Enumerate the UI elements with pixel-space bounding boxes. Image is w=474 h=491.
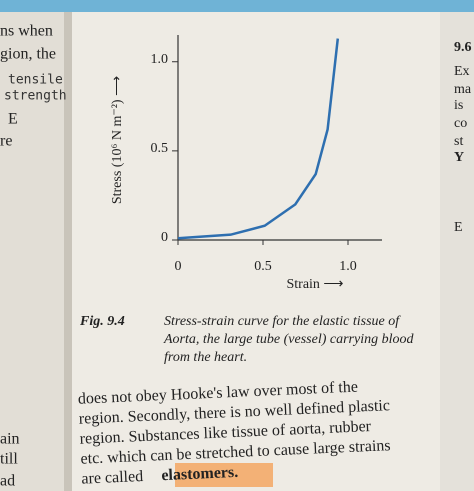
caption-line: Stress-strain curve for the elastic tiss… (164, 314, 401, 329)
x-tick-label: 0.5 (254, 259, 272, 274)
right-page (440, 0, 474, 491)
left-margin-text: re (0, 133, 12, 150)
left-margin-text: tensile (8, 73, 63, 88)
x-tick-label: 0 (175, 259, 182, 274)
left-margin-text: strength (4, 89, 67, 104)
fig-label: Fig. 9.4 (79, 314, 125, 329)
right-margin-text: ma (454, 82, 472, 97)
top-band (0, 0, 474, 12)
right-margin-text: 9.6 (454, 40, 472, 55)
right-margin-text: E (454, 220, 463, 235)
left-margin-text: ain (0, 431, 20, 448)
curve (177, 38, 340, 240)
caption-line: Aorta, the large tube (vessel) carrying … (163, 332, 414, 347)
right-margin-text: Y (454, 150, 464, 165)
highlighter (175, 463, 273, 487)
y-tick-label: 0 (161, 230, 168, 245)
caption-line: from the heart. (164, 350, 247, 365)
y-axis-label: Stress (10⁶ N m⁻²) ⟶ (110, 76, 125, 204)
left-margin-text: till (0, 451, 18, 468)
x-tick-label: 1.0 (339, 259, 357, 274)
left-page (0, 0, 68, 491)
right-margin-text: co (454, 116, 467, 131)
x-axis-label: Strain ⟶ (286, 277, 343, 292)
left-margin-text: gion, the (0, 46, 56, 63)
right-margin-text: st (454, 134, 463, 149)
left-margin-text: E (8, 111, 18, 128)
body-line: are called (81, 468, 143, 488)
y-tick-label: 0.5 (151, 141, 169, 156)
gutter (64, 0, 72, 491)
y-tick-label: 1.0 (151, 52, 169, 67)
left-margin-text: ad (0, 473, 15, 490)
right-margin-text: is (454, 98, 463, 113)
right-margin-text: Ex (454, 64, 470, 79)
highlight-word: elastomers. (161, 464, 239, 484)
left-margin-text: ns when (0, 23, 53, 40)
